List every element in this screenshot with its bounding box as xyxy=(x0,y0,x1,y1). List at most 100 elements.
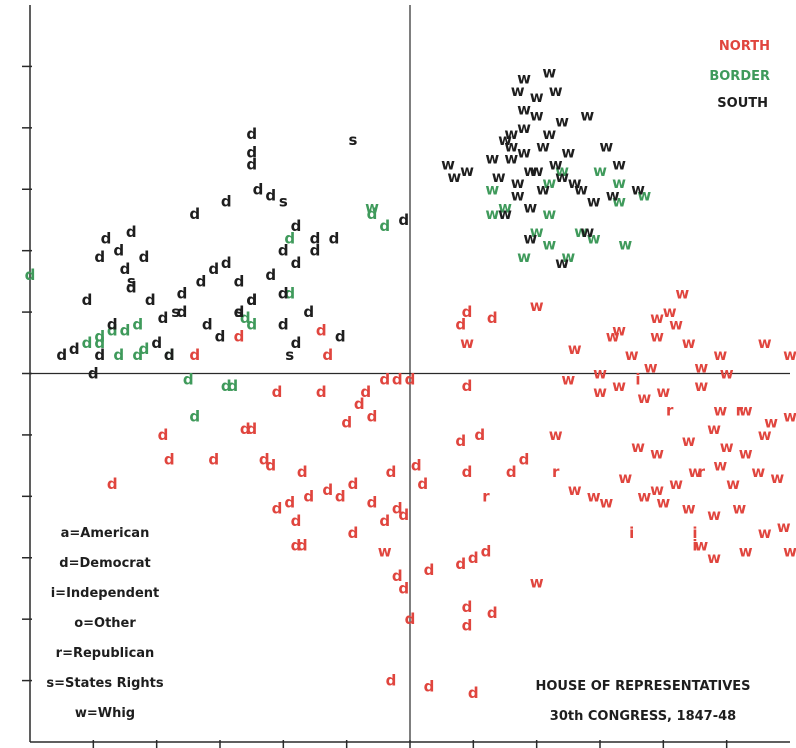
data-point-south: d xyxy=(56,346,67,364)
data-point-south: w xyxy=(504,137,518,155)
data-point-north: w xyxy=(656,494,670,512)
data-point-south: d xyxy=(246,291,257,309)
data-point-north: w xyxy=(460,334,474,352)
data-point-north: w xyxy=(739,444,753,462)
data-point-border: d xyxy=(139,340,150,358)
data-point-north: w xyxy=(707,549,721,567)
chart-title-line-1: HOUSE OF REPRESENTATIVES xyxy=(535,679,750,694)
data-point-north: d xyxy=(462,616,473,634)
data-point-north: w xyxy=(549,426,563,444)
legend-item-north: NORTH xyxy=(719,39,770,54)
data-point-south: w xyxy=(504,150,518,168)
party-key: a=American d=Democrat i=Independent o=Ot… xyxy=(46,526,164,721)
data-point-north: d xyxy=(462,377,473,395)
data-point-north: d xyxy=(291,512,302,530)
key-item-democrat: d=Democrat xyxy=(59,556,150,571)
data-point-north: d xyxy=(392,567,403,585)
data-point-border: w xyxy=(542,236,556,254)
data-point-north: d xyxy=(424,561,435,579)
data-point-south: d xyxy=(94,248,105,266)
data-point-north: w xyxy=(707,506,721,524)
data-point-north: w xyxy=(758,524,772,542)
key-item-other: o=Other xyxy=(74,616,136,631)
data-point-south: d xyxy=(88,365,99,383)
data-point-south: w xyxy=(580,107,594,125)
data-point-north: r xyxy=(698,463,706,481)
data-point-south: d xyxy=(265,266,276,284)
data-point-north: w xyxy=(713,346,727,364)
data-point-south: w xyxy=(549,156,563,174)
data-point-south: d xyxy=(145,291,156,309)
data-point-border: w xyxy=(593,162,607,180)
data-point-south: s xyxy=(285,346,294,364)
data-point-north: r xyxy=(736,401,744,419)
data-point-south: d xyxy=(126,279,137,297)
data-point-north: d xyxy=(392,371,403,389)
data-point-south: w xyxy=(542,64,556,82)
data-point-south: w xyxy=(517,119,531,137)
data-point-north: d xyxy=(246,420,257,438)
data-point-south: d xyxy=(246,291,257,309)
data-point-border: w xyxy=(612,174,626,192)
data-point-border: d xyxy=(132,315,143,333)
data-point-south: w xyxy=(536,180,550,198)
data-point-border: d xyxy=(246,315,257,333)
data-point-south: w xyxy=(511,82,525,100)
data-point-north: w xyxy=(783,408,796,426)
chart-title: HOUSE OF REPRESENTATIVES 30th CONGRESS, … xyxy=(535,679,750,724)
data-point-border: w xyxy=(618,236,632,254)
data-point-north: i xyxy=(692,537,697,555)
data-point-south: d xyxy=(246,143,257,161)
data-point-north: d xyxy=(392,500,403,518)
data-point-north: d xyxy=(462,463,473,481)
data-point-north: d xyxy=(164,451,175,469)
data-point-border: w xyxy=(530,223,544,241)
data-point-north: d xyxy=(158,426,169,444)
data-point-south: w xyxy=(511,186,525,204)
data-point-south: w xyxy=(599,137,613,155)
data-point-north: d xyxy=(487,604,498,622)
data-point-north: d xyxy=(367,408,378,426)
data-point-north: w xyxy=(783,346,796,364)
data-point-south: w xyxy=(555,113,569,131)
data-point-north: w xyxy=(568,481,582,499)
data-point-north: d xyxy=(468,549,479,567)
data-point-south: w xyxy=(447,168,461,186)
data-point-north: w xyxy=(625,346,639,364)
data-point-south: d xyxy=(101,229,112,247)
data-point-south: w xyxy=(530,88,544,106)
data-point-north: w xyxy=(618,469,632,487)
data-point-border: w xyxy=(365,199,379,217)
data-point-north: w xyxy=(720,365,734,383)
data-point-south: w xyxy=(580,223,594,241)
data-point-north: w xyxy=(720,438,734,456)
data-point-south: d xyxy=(113,242,124,260)
data-point-border: d xyxy=(82,334,93,352)
data-point-south: w xyxy=(498,205,512,223)
data-point-border: d xyxy=(183,371,194,389)
data-point-north: d xyxy=(272,500,283,518)
data-point-south: w xyxy=(460,162,474,180)
data-point-north: d xyxy=(265,457,276,475)
data-point-north: w xyxy=(631,438,645,456)
data-point-north: w xyxy=(561,371,575,389)
data-point-north: w xyxy=(568,340,582,358)
data-point-border: d xyxy=(94,328,105,346)
data-point-north: w xyxy=(783,543,796,561)
data-point-north: d xyxy=(417,475,428,493)
data-point-north: w xyxy=(713,401,727,419)
data-point-north: i xyxy=(692,524,697,542)
data-point-north: d xyxy=(455,432,466,450)
data-point-north: w xyxy=(650,444,664,462)
data-point-border: d xyxy=(164,346,175,364)
data-point-north: d xyxy=(367,494,378,512)
data-point-north: d xyxy=(455,555,466,573)
data-point-south: d xyxy=(164,346,175,364)
data-point-north: w xyxy=(694,377,708,395)
data-point-border: w xyxy=(542,205,556,223)
data-point-south: w xyxy=(492,168,506,186)
data-point-south: w xyxy=(536,137,550,155)
axis-ticks xyxy=(22,65,728,748)
data-point-north: d xyxy=(379,371,390,389)
